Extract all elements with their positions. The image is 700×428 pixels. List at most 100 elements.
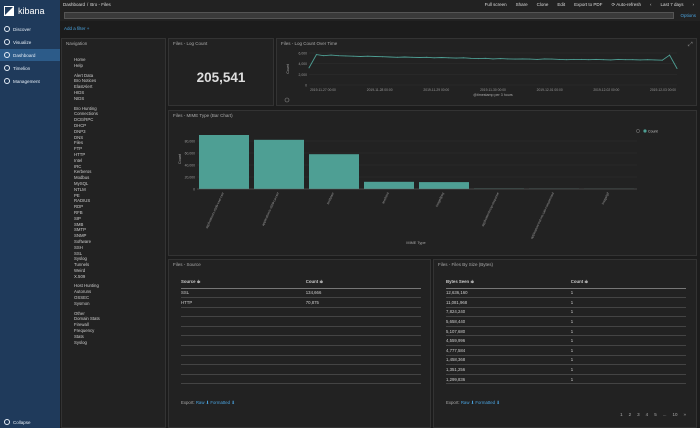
nav-link[interactable]: Autoruns [74, 289, 92, 295]
nav-link[interactable]: SSL [74, 250, 83, 256]
sidebar-item-management[interactable]: Management [0, 75, 60, 87]
sidebar-item-label: Management [13, 78, 40, 84]
action-4[interactable]: Export to PDF [574, 1, 603, 7]
add-filter-link[interactable]: Add a filter + [64, 26, 90, 31]
nav-link[interactable]: DNP3 [74, 128, 86, 134]
table-row: SSL 134,666 [181, 288, 421, 299]
nav-link[interactable]: Intel [74, 157, 83, 163]
mime-type-panel: Files - MIME Type (Bar Chart) 0 20,000 40,… [168, 110, 697, 256]
page-link[interactable]: 10 [672, 412, 678, 417]
nav-link[interactable]: DNS [74, 134, 84, 140]
nav-link[interactable]: SIP [74, 215, 81, 221]
nav-link[interactable]: Other [74, 310, 85, 316]
nav-link[interactable]: SNMP [74, 233, 87, 239]
nav-link[interactable]: Domain Stats [74, 316, 100, 322]
kibana-logo[interactable]: kibana [0, 0, 60, 22]
export-formatted-link[interactable]: Formatted ⬇ [210, 400, 235, 405]
nav-link[interactable]: Software [74, 238, 91, 244]
table-cell: 1 [570, 374, 686, 385]
time-picker[interactable]: Last 7 days [660, 1, 684, 7]
column-header[interactable]: Count ≑ [305, 277, 421, 289]
line-point [440, 57, 442, 59]
page-link[interactable]: 3 [637, 412, 640, 417]
sidebar-item-timelion[interactable]: Timelion [0, 62, 60, 74]
page-link[interactable]: 2 [628, 412, 632, 417]
nav-link[interactable]: Stats [74, 333, 84, 339]
nav-link[interactable]: Syslog [74, 339, 87, 345]
table-row [181, 307, 421, 318]
nav-link[interactable]: Alert Data [74, 72, 94, 78]
action-5[interactable]: ⟳ Auto-refresh [611, 1, 641, 7]
table-cell: 4,559,996 [446, 335, 571, 347]
nav-link[interactable]: Files [74, 140, 84, 146]
table-cell: 1 [570, 326, 686, 337]
nav-link[interactable]: Bro Hunting [74, 105, 97, 111]
forward-icon[interactable]: › [692, 1, 695, 7]
nav-link[interactable]: ElastAlert [74, 84, 93, 90]
nav-link[interactable]: RADIUS [74, 198, 91, 204]
nav-link[interactable]: Host Hunting [74, 283, 99, 289]
nav-link[interactable]: DHCP [74, 122, 87, 128]
nav-link[interactable]: DCE/RPC [74, 117, 94, 123]
breadcrumb-dashboard[interactable]: Dashboard [63, 2, 86, 7]
sidebar-item-discover[interactable]: Discover [0, 23, 60, 35]
nav-link[interactable]: Firewall [74, 322, 89, 328]
line-point [529, 58, 531, 60]
nav-link[interactable]: Bro Notices [74, 78, 97, 84]
collapse-button[interactable]: Collapse [4, 419, 31, 425]
nav-link[interactable]: NIDS [74, 95, 85, 101]
table-row: 1,458,368 1 [446, 355, 686, 366]
page-link[interactable]: 5 [654, 412, 657, 417]
column-header[interactable]: Count ≑ [570, 277, 686, 289]
action-1[interactable]: Share [515, 1, 528, 7]
column-header[interactable]: Bytes Seen ≑ [446, 277, 571, 289]
nav-link[interactable]: Connections [74, 111, 98, 117]
nav-link[interactable]: SMTP [74, 227, 86, 233]
nav-link[interactable]: HTTP [74, 151, 86, 157]
page-link[interactable]: » [683, 412, 686, 417]
page-link[interactable]: 4 [645, 412, 649, 417]
nav-link[interactable]: Syslog [74, 256, 87, 262]
nav-link[interactable]: Help [74, 62, 83, 68]
nav-link[interactable]: HIDS [74, 89, 85, 95]
sidebar-item-dashboard[interactable]: Dashboard [0, 49, 60, 61]
panel-title: Files - Log Count Over Time [281, 41, 338, 46]
line-point [433, 57, 435, 59]
nav-link[interactable]: Frequency [74, 328, 95, 334]
search-input[interactable] [64, 11, 675, 19]
nav-link[interactable]: NTLM [74, 186, 86, 192]
page-link[interactable]: ... [662, 412, 667, 417]
nav-link[interactable]: IRC [74, 163, 82, 169]
nav-link[interactable]: Tunnels [74, 262, 90, 268]
line-point [396, 56, 398, 58]
nav-link[interactable]: RDP [74, 204, 84, 210]
nav-link[interactable]: SMB [74, 221, 84, 227]
options-button[interactable]: Options [680, 12, 696, 18]
nav-link[interactable]: Modbus [74, 175, 90, 181]
page-link[interactable]: 1 [620, 412, 623, 417]
nav-link[interactable]: Kerberos [74, 169, 92, 175]
export-raw-link[interactable]: Raw ⬇ [460, 400, 475, 405]
nav-link[interactable]: PE [74, 192, 80, 198]
nav-link[interactable]: Weird [74, 267, 86, 273]
column-header[interactable]: Source ≑ [181, 277, 306, 289]
back-icon[interactable]: ‹ [649, 1, 652, 7]
nav-link[interactable]: OSSEC [74, 295, 90, 301]
action-3[interactable]: Edit [557, 1, 566, 7]
export-formatted-link[interactable]: Formatted ⬇ [475, 400, 500, 405]
nav-link[interactable]: MySQL [74, 180, 89, 186]
nav-link[interactable]: RFB [74, 209, 83, 215]
export-raw-link[interactable]: Raw ⬇ [195, 400, 210, 405]
bar-chart-icon [4, 39, 10, 45]
nav-link[interactable]: Home [74, 57, 86, 62]
nav-link[interactable]: SSH [74, 244, 83, 250]
top-bar: Dashboard / Bro - Files Full screen Share… [60, 0, 700, 9]
action-0[interactable]: Full screen [484, 1, 507, 7]
sidebar-item-visualize[interactable]: Visualize [0, 36, 60, 48]
nav-link[interactable]: FTP [74, 146, 83, 152]
nav-link[interactable]: Sysmon [74, 300, 90, 306]
nav-link[interactable]: X.509 [74, 273, 86, 279]
action-2[interactable]: Clone [536, 1, 549, 7]
y-tick-label: 80,000 [185, 140, 195, 144]
line-point [647, 59, 649, 61]
